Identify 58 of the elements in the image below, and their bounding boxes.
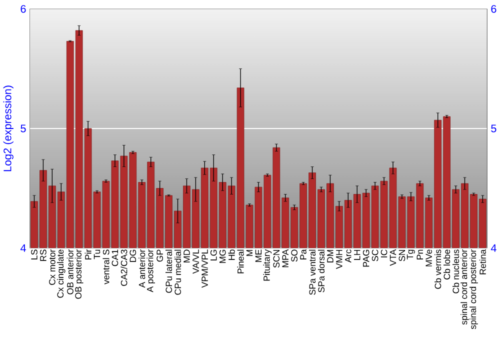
y2-tick-label: 5 bbox=[491, 124, 496, 132]
x-tick-label: RS bbox=[40, 250, 46, 261]
x-tick-label: ventral S bbox=[102, 250, 110, 284]
x-tick-label: MG bbox=[219, 250, 226, 263]
x-tick-label: DM bbox=[327, 250, 334, 262]
x-tick-label: CA2/CA3 bbox=[120, 250, 128, 286]
x-tick-label: ME bbox=[255, 249, 262, 262]
x-tick-label: MPA bbox=[282, 249, 288, 267]
x-tick-label: CPu lateral bbox=[166, 250, 172, 293]
x-tick-label: PAG bbox=[362, 250, 370, 267]
x-tick-label: SC bbox=[372, 249, 378, 262]
x-tick-label: SN bbox=[398, 250, 406, 262]
x-tick-label: Tg bbox=[406, 250, 415, 260]
x-tick-label: spinal cord posterior bbox=[470, 249, 478, 329]
x-tick-label: MD bbox=[184, 250, 190, 262]
x-tick-label: Cb nucleus bbox=[452, 249, 460, 294]
x-tick-label: OB posterior bbox=[74, 249, 84, 299]
x-tick-label: Pa bbox=[300, 249, 306, 260]
x-tick-label: OB anterior bbox=[66, 249, 74, 294]
x-tick-label: Tu bbox=[94, 250, 100, 259]
x-tick-label: Hb bbox=[228, 249, 235, 260]
x-tick-label: VTA bbox=[390, 249, 396, 266]
x-tick-label: SPa ventral bbox=[309, 250, 316, 295]
y2-tick-label: 6 bbox=[491, 4, 496, 13]
x-tick-label: Retina bbox=[479, 249, 486, 274]
x-tick-label: Cb lobe bbox=[444, 250, 450, 280]
x-tick-label: M bbox=[246, 250, 253, 256]
x-tick-label: A posterior bbox=[146, 249, 155, 292]
x-tick-label: A anterior bbox=[138, 249, 146, 288]
x-tick-label: VMH bbox=[336, 250, 342, 269]
x-tick-label: SO bbox=[291, 250, 298, 262]
x-tick-label: Cx cingulate bbox=[57, 250, 66, 298]
x-tick-label: MVe bbox=[426, 250, 432, 266]
y2-tick-label: 4 bbox=[490, 244, 496, 252]
y-tick-label: 6 bbox=[20, 4, 26, 13]
x-tick-label: Pn bbox=[416, 250, 423, 260]
x-tick-label: Cb vermis bbox=[434, 249, 442, 289]
x-tick-label: Pineal bbox=[237, 250, 244, 274]
x-tick-label: Pituitary bbox=[263, 249, 272, 281]
x-tick-label: IC bbox=[380, 249, 388, 258]
x-tick-label: LG bbox=[210, 250, 217, 260]
x-tick-label: SPa dorsal bbox=[318, 250, 325, 292]
x-tick-label: GP bbox=[156, 250, 163, 262]
y-axis-title: Log2 (expression) bbox=[3, 86, 14, 171]
x-tick-label: LH bbox=[354, 250, 360, 260]
x-tick-label: SCN bbox=[273, 250, 280, 268]
x-tick-label: Cx motor bbox=[49, 249, 56, 285]
x-tick-label: CPu medial bbox=[174, 250, 182, 295]
y-tick-label: 5 bbox=[20, 124, 26, 132]
x-tick-label: VPM/VPL bbox=[201, 249, 208, 288]
x-tick-label: Arc bbox=[345, 249, 352, 262]
x-tick-label: CA1 bbox=[112, 250, 118, 266]
y-tick-label: 4 bbox=[20, 244, 26, 252]
x-tick-label: DG bbox=[130, 250, 136, 262]
x-tick-label: Pir bbox=[84, 249, 92, 260]
x-tick-label: spinal cord anterior bbox=[460, 249, 469, 325]
x-tick-label: VA/VL bbox=[192, 249, 199, 274]
x-tick-label: LS bbox=[31, 250, 38, 260]
